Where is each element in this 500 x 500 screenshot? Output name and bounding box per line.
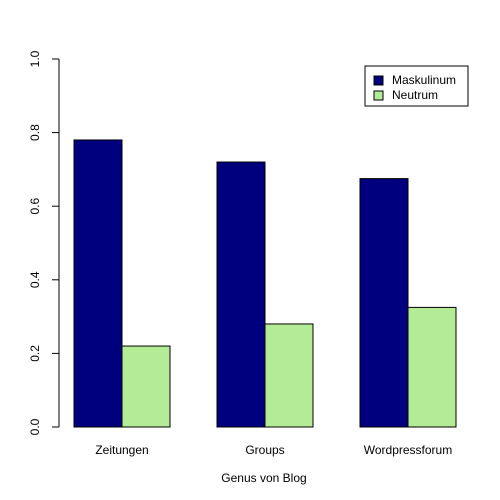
y-tick-label: 0.2 (28, 345, 42, 362)
bar-maskulinum-zeitungen (73, 139, 123, 428)
y-tick-label: 0.8 (28, 124, 42, 141)
legend-label-neutrum: Neutrum (392, 88, 438, 102)
bar-neutrum-zeitungen (121, 345, 171, 428)
y-tick-label: 0.0 (28, 418, 42, 435)
legend-swatch-neutrum (373, 90, 384, 101)
x-tick-label: Wordpressforum (364, 443, 452, 457)
x-tick-label: Zeitungen (95, 443, 148, 457)
bar-maskulinum-wordpressforum (359, 178, 409, 428)
y-tick-label: 0.4 (28, 271, 42, 288)
legend-swatch-maskulinum (373, 75, 384, 86)
bars (73, 139, 457, 428)
bar-neutrum-groups (264, 323, 314, 428)
y-tick-label: 0.6 (28, 198, 42, 215)
y-axis: 0.0 0.2 0.4 0.6 0.8 1.0 (28, 50, 60, 435)
x-tick-label: Groups (245, 443, 284, 457)
legend-label-maskulinum: Maskulinum (392, 73, 456, 87)
bar-neutrum-wordpressforum (407, 306, 457, 428)
bar-maskulinum-groups (216, 161, 266, 428)
y-tick-label: 1.0 (28, 50, 42, 67)
x-axis-labels: Zeitungen Groups Wordpressforum (95, 443, 452, 457)
x-axis-title: Genus von Blog (221, 471, 306, 485)
